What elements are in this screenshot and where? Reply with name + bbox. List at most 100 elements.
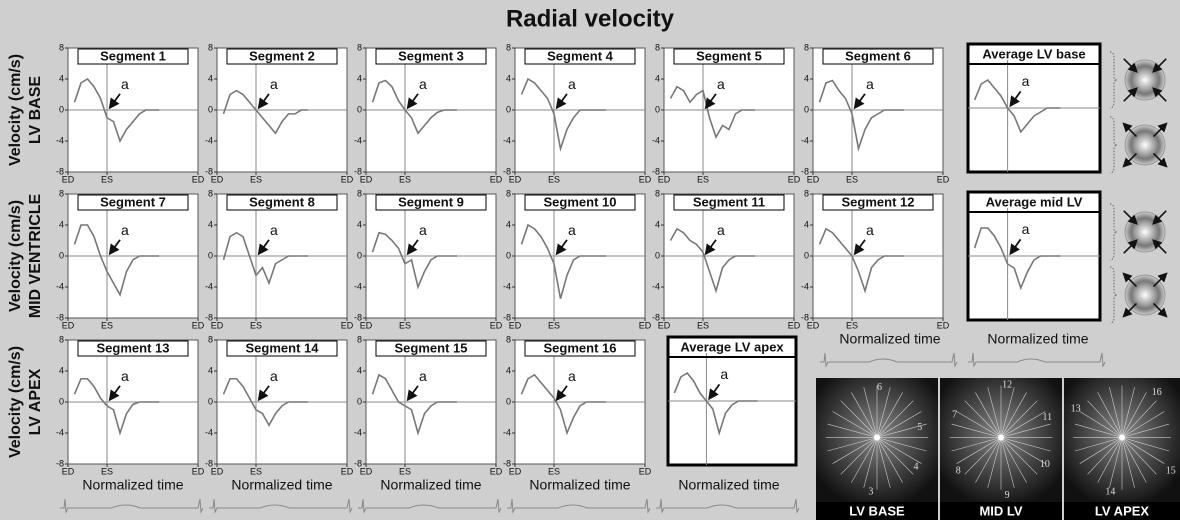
- ring-arrow: [1122, 152, 1138, 168]
- y-tick-label: -4: [801, 281, 809, 291]
- x-axis-label: Normalized time: [380, 477, 481, 493]
- ring-arrow: [1123, 58, 1138, 73]
- title-box: [77, 48, 189, 65]
- annotation-arrow: [708, 383, 721, 401]
- segment-number: 10: [1040, 459, 1050, 470]
- x-tick-label: ES: [250, 466, 262, 476]
- x-tick-label: ES: [548, 320, 560, 330]
- row-label: Velocity (cm/s): [7, 54, 24, 166]
- echo-ray: [876, 392, 903, 438]
- y-tick-label: 4: [59, 365, 64, 375]
- y-tick-label: 4: [506, 365, 511, 375]
- y-tick-label: -8: [503, 312, 511, 322]
- segment-number: 7: [952, 409, 957, 420]
- y-tick-label: 8: [208, 188, 213, 198]
- y-tick-label: -8: [56, 166, 64, 176]
- y-tick-label: 4: [804, 219, 809, 229]
- echo-ray: [1074, 423, 1123, 438]
- annotation-arrow: [257, 239, 270, 256]
- y-tick-label: -4: [503, 427, 511, 437]
- y-tick-label: 8: [655, 42, 660, 52]
- x-tick-label: ED: [509, 174, 522, 184]
- y-tick-label: -4: [503, 135, 511, 145]
- x-tick-label: ED: [360, 174, 373, 184]
- x-tick-label: ED: [211, 466, 224, 476]
- title-box: [375, 340, 487, 357]
- velocity-curve: [669, 227, 755, 294]
- ecg-trace: [358, 498, 502, 514]
- ring-arrow: [1152, 272, 1168, 288]
- x-tick-label: ED: [788, 320, 801, 330]
- annotation: a: [568, 76, 576, 92]
- title-box: [822, 48, 934, 65]
- segment-number: 12: [1002, 380, 1012, 391]
- panel-title: Segment 8: [249, 194, 315, 209]
- y-tick-label: -4: [205, 427, 213, 437]
- echo-ray: [951, 437, 1002, 452]
- x-tick-label: ED: [807, 320, 820, 330]
- y-tick-label: 8: [506, 188, 511, 198]
- x-tick-label: ED: [509, 320, 522, 330]
- title-box: [673, 194, 785, 211]
- image-label-bg: [940, 502, 1062, 520]
- echo-ray: [1087, 400, 1123, 438]
- panel-title: Segment 9: [398, 194, 464, 209]
- y-tick-label: -4: [652, 281, 660, 291]
- y-tick-label: 0: [208, 250, 213, 260]
- title-box: [77, 340, 189, 357]
- echo-ray: [1087, 437, 1123, 475]
- annotation: a: [717, 222, 725, 238]
- y-tick-label: 0: [655, 104, 660, 114]
- y-tick-label: -8: [354, 458, 362, 468]
- y-tick-label: 0: [655, 250, 660, 260]
- x-tick-label: ES: [101, 466, 113, 476]
- ring-arrow: [1122, 272, 1138, 288]
- ring-arrow: [1152, 302, 1168, 318]
- annotation-arrow: [1009, 90, 1022, 108]
- title-box: [822, 194, 934, 211]
- y-tick-label: -8: [503, 166, 511, 176]
- velocity-curve: [371, 79, 457, 135]
- y-tick-label: -8: [354, 312, 362, 322]
- title-box: [77, 194, 189, 211]
- y-tick-label: 4: [506, 219, 511, 229]
- y-tick-label: 0: [804, 250, 809, 260]
- echo-ray: [1000, 437, 1027, 483]
- annotation: a: [270, 368, 278, 384]
- x-tick-label: ES: [101, 174, 113, 184]
- x-tick-label: ED: [490, 320, 503, 330]
- x-tick-label: ED: [62, 466, 75, 476]
- annotation-arrow: [853, 93, 866, 110]
- y-tick-label: -8: [354, 166, 362, 176]
- image-label: MID LV: [979, 503, 1022, 518]
- y-tick-label: 0: [59, 104, 64, 114]
- x-tick-label: ED: [360, 466, 373, 476]
- echo-ray: [876, 437, 922, 464]
- image-label: LV BASE: [849, 503, 905, 518]
- y-tick-label: -8: [652, 312, 660, 322]
- x-tick-label: ES: [399, 174, 411, 184]
- x-tick-label: ES: [548, 466, 560, 476]
- annotation-arrow: [704, 239, 717, 256]
- echo-ray: [851, 437, 878, 483]
- x-tick-label: ED: [937, 320, 950, 330]
- velocity-curve: [973, 78, 1061, 134]
- echo-ray: [951, 423, 1002, 438]
- panel-title: Segment 7: [100, 194, 166, 209]
- y-tick-label: 8: [357, 42, 362, 52]
- title-box: [524, 48, 636, 65]
- y-tick-label: 0: [804, 104, 809, 114]
- panel-title: Segment 10: [544, 194, 617, 209]
- annotation-arrow: [108, 239, 121, 256]
- brace: [1109, 203, 1118, 261]
- y-tick-label: 0: [506, 396, 511, 406]
- echo-ray: [1097, 392, 1123, 438]
- segment-number: 14: [1105, 486, 1115, 497]
- title-box: [375, 194, 487, 211]
- velocity-curve: [222, 231, 308, 286]
- title-box: [375, 48, 487, 65]
- y-tick-label: 8: [804, 188, 809, 198]
- x-tick-label: ES: [697, 174, 709, 184]
- velocity-curve: [73, 77, 159, 143]
- echo-ray: [1079, 437, 1123, 464]
